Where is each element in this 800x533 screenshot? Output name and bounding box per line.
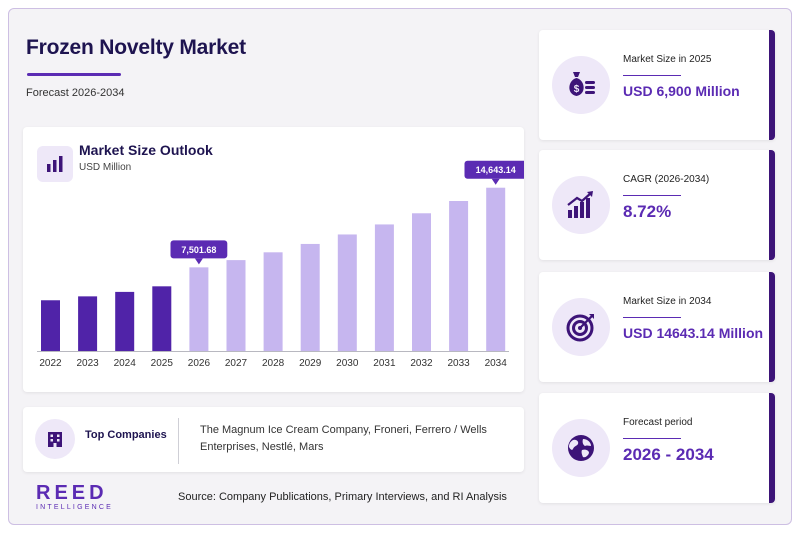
globe-icon [552,419,610,477]
bar-2029 [300,243,320,351]
bar-chart-icon [37,146,73,182]
stat-value: USD 14643.14 Million [623,325,764,341]
companies-card: Top Companies The Magnum Ice Cream Compa… [23,407,524,472]
bar-2025 [152,286,172,351]
page-subtitle: Forecast 2026-2034 [26,87,125,99]
x-tick-label: 2029 [299,358,322,369]
bar-2024 [115,291,135,351]
bar-2033 [449,201,469,351]
bar-2032 [412,213,431,351]
x-tick-label: 2031 [373,358,396,369]
bar-2030 [337,234,357,351]
stat-label: Market Size in 2034 [623,296,712,307]
bar-chart: 2022 2023 2024 2025 2026 2027 2028 2029 2030 2031… [37,160,524,369]
x-tick-label: 2022 [39,358,62,369]
svg-text:14,643.14: 14,643.14 [476,165,516,175]
stat-card-market-size-2025: $ Market Size in 2025 USD 6,900 Million [539,30,775,140]
x-tick-label: 2033 [447,358,470,369]
data-label-2034: 14,643.14 [464,160,524,185]
stat-label: Market Size in 2025 [623,54,712,65]
target-icon [552,298,610,356]
logo-sub-text: INTELLIGENCE [36,504,113,511]
stat-card-market-size-2034: Market Size in 2034 USD 14643.14 Million [539,272,775,382]
bar-2034 [486,187,506,351]
x-tick-label: 2028 [262,358,285,369]
svg-text:$: $ [574,84,580,95]
source-note: Source: Company Publications, Primary In… [178,491,507,503]
stat-card-forecast-period: Forecast period 2026 - 2034 [539,393,775,503]
stat-label: Forecast period [623,417,693,428]
chart-card: Market Size Outlook USD Million 2022 2023… [23,127,524,392]
stat-value: 8.72% [623,202,672,221]
companies-label: Top Companies [85,429,167,441]
bar-2031 [374,224,394,351]
chart-title: Market Size Outlook [79,142,213,158]
money-bag-icon: $ [552,56,610,114]
title-underline [27,73,121,76]
page-title: Frozen Novelty Market [26,36,246,59]
companies-list: The Magnum Ice Cream Company, Froneri, F… [200,424,487,453]
x-tick-label: 2030 [336,358,359,369]
x-tick-label: 2025 [151,358,174,369]
growth-chart-icon [552,176,610,234]
x-tick-label: 2034 [485,358,508,369]
stat-divider [623,438,681,439]
stat-card-cagr: CAGR (2026-2034) 8.72% [539,150,775,260]
stat-label: CAGR (2026-2034) [623,174,710,185]
bar-2023 [78,296,98,351]
chart-unit: USD Million [79,162,132,173]
bar-2028 [263,252,283,351]
x-tick-label: 2024 [114,358,137,369]
stat-divider [623,75,681,76]
x-tick-label: 2027 [225,358,248,369]
bar-2026 [189,267,209,351]
logo-main-text: REED [36,482,108,504]
stat-divider [623,195,681,196]
x-tick-label: 2032 [410,358,433,369]
bar-2027 [226,260,246,351]
data-label-2026: 7,501.68 [170,240,228,265]
companies-divider [178,418,179,464]
building-icon [35,419,75,459]
x-tick-label: 2023 [76,358,99,369]
stat-value: 2026 - 2034 [623,445,714,464]
bar-2022 [41,300,60,351]
stat-divider [623,317,681,318]
stat-value: USD 6,900 Million [623,83,740,99]
reed-intelligence-logo: REED INTELLIGENCE [36,482,113,511]
x-tick-label: 2026 [188,358,211,369]
svg-text:7,501.68: 7,501.68 [181,245,216,255]
